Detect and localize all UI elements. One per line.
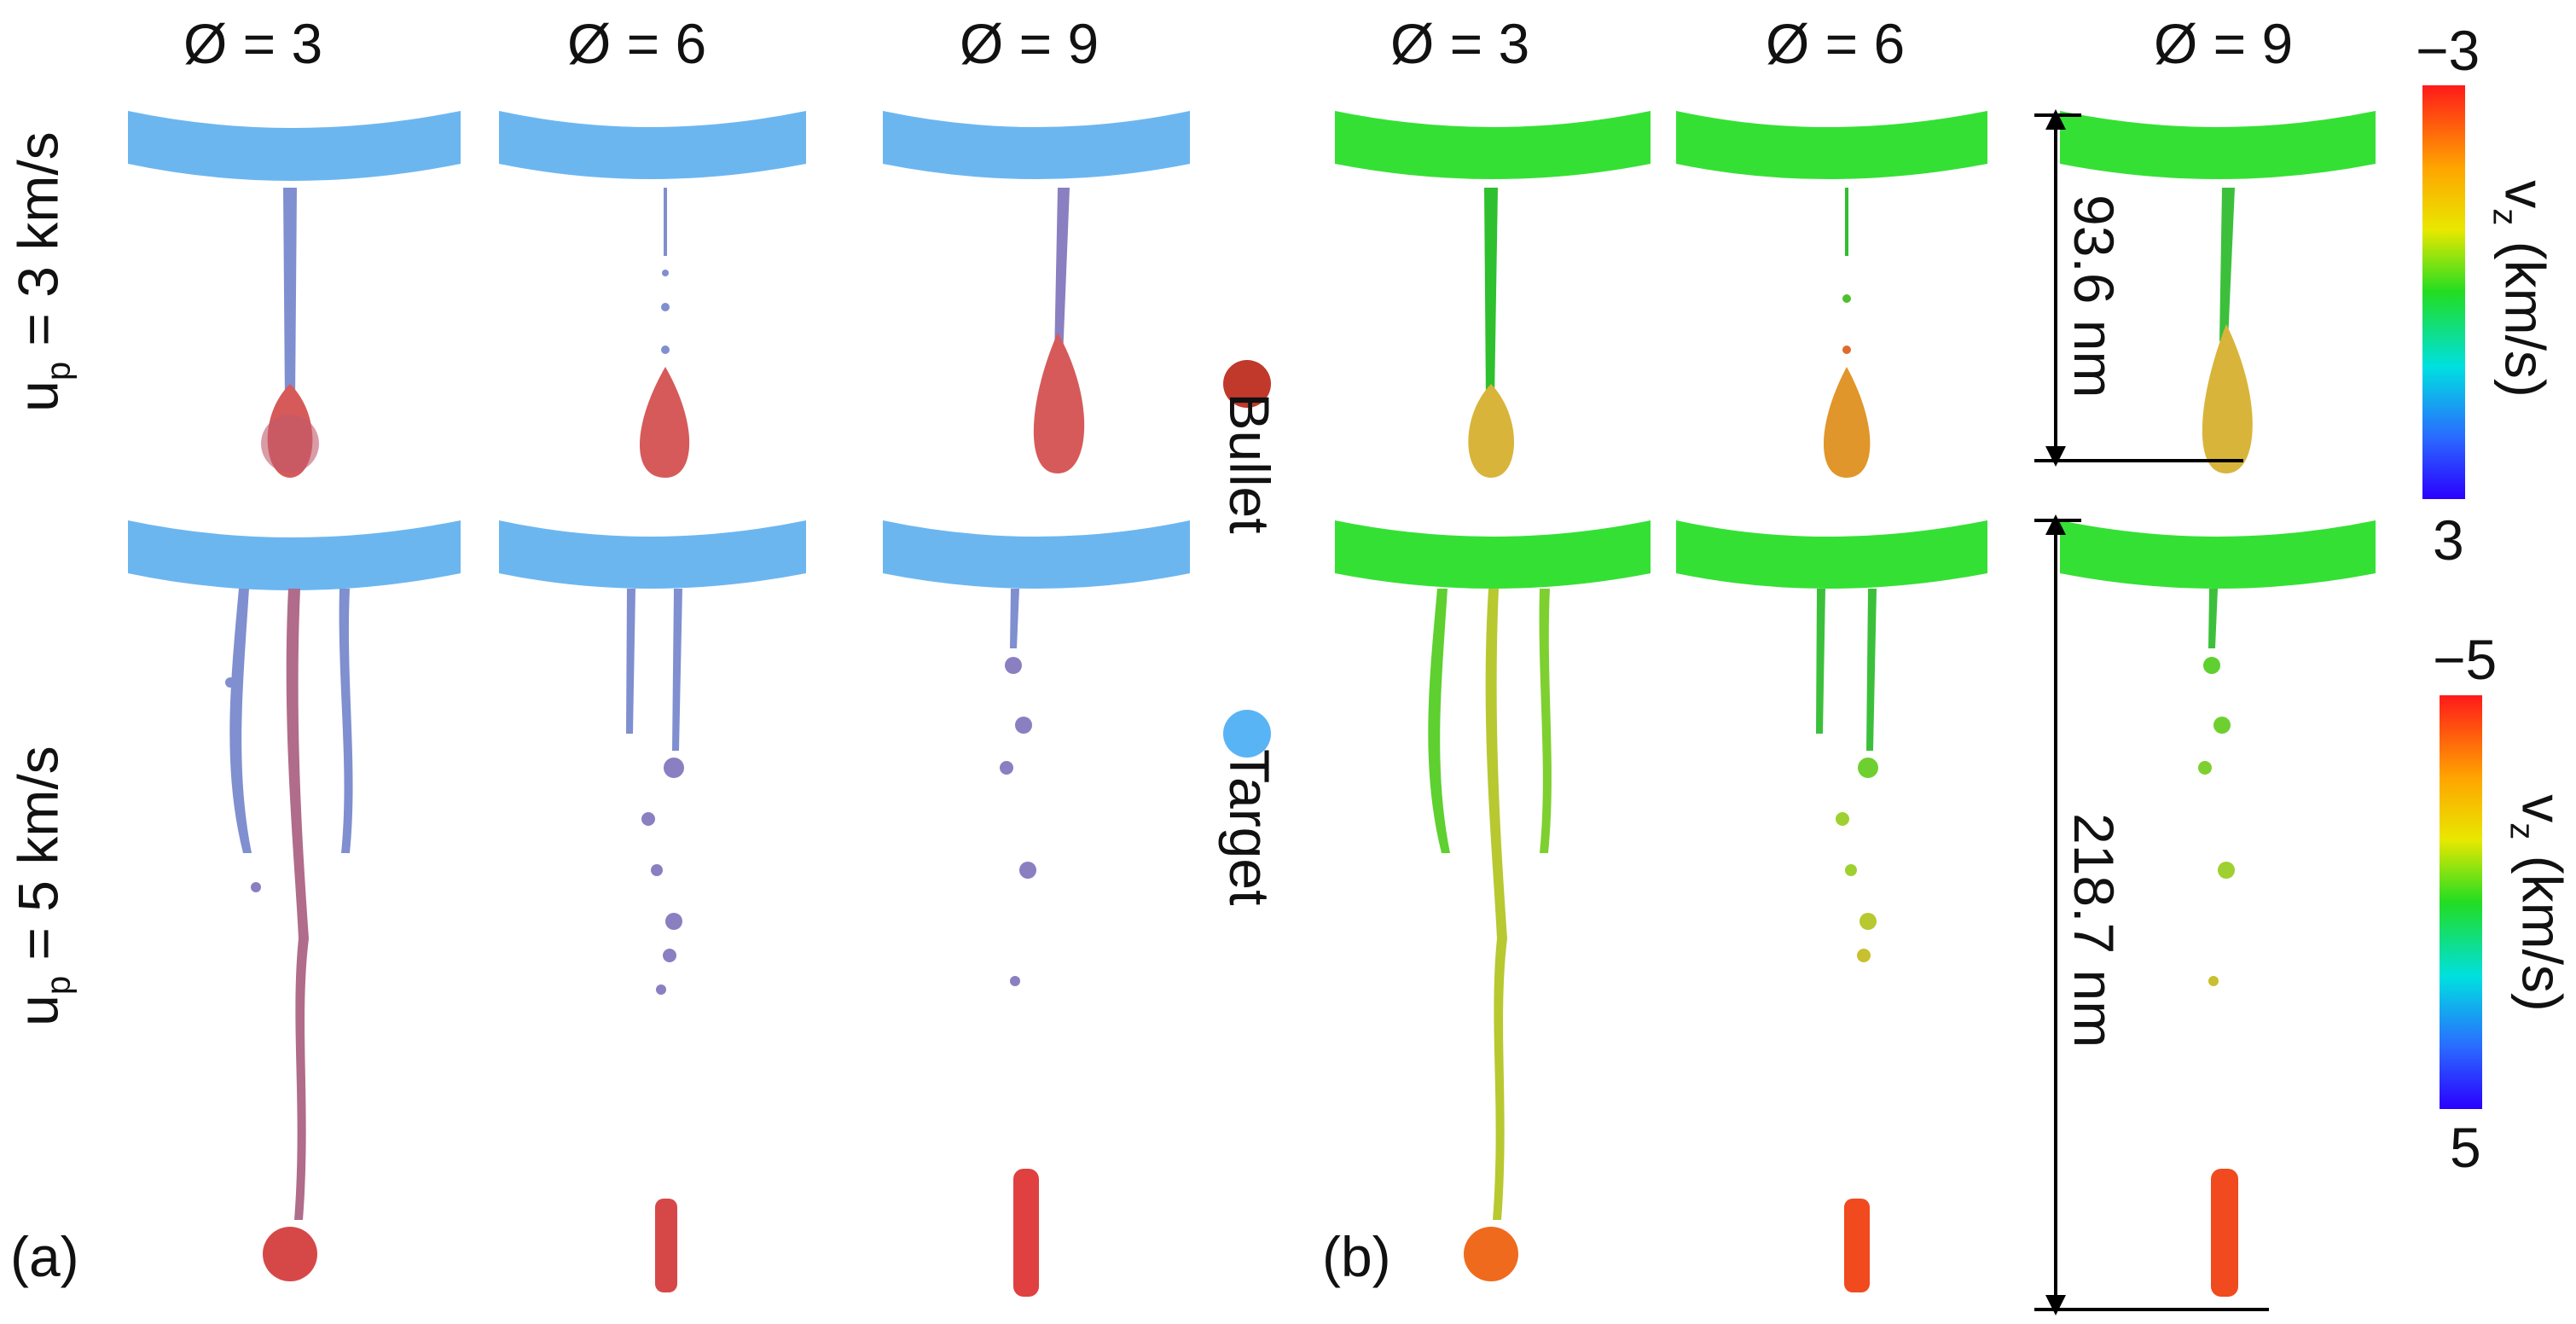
dimension-top-label: 93.6 nm [2063,195,2126,398]
bullet-legend-dot [1223,360,1271,408]
panel-label-b: (b) [1322,1225,1391,1288]
dimension-top [2034,109,2243,467]
col-header-left-1: Ø = 3 [183,12,323,75]
panel-a-bottom-row [128,520,1190,1297]
colorbar-top [2422,85,2465,499]
col-header-left-2: Ø = 6 [567,12,707,75]
colorbar-top-min: 3 [2433,508,2464,572]
target-legend-dot [1223,710,1271,758]
col-header-right-1: Ø = 3 [1390,12,1530,75]
col-header-right-2: Ø = 6 [1766,12,1906,75]
colorbar-top-title: vz (km/s) [2486,180,2557,398]
col-header-left-3: Ø = 9 [960,12,1099,75]
colorbar-bottom [2440,695,2482,1109]
target-legend-label: Target [1218,749,1281,906]
bullet-legend-label: Bullet [1218,392,1281,534]
col-header-right-3: Ø = 9 [2154,12,2294,75]
panel-b-top-row [1335,111,2376,478]
colorbar-bottom-title: vz (km/s) [2503,794,2574,1012]
dimension-bottom-label: 218.7 nm [2063,813,2126,1048]
panel-b-bottom-row [1335,520,2376,1297]
colorbar-top-max: −3 [2416,19,2480,82]
panel-a-top-row [128,111,1190,478]
colorbar-bottom-min: 5 [2450,1116,2481,1179]
panel-label-a: (a) [10,1225,79,1288]
colorbar-bottom-max: −5 [2433,628,2498,691]
dimension-bottom [2034,514,2269,1315]
